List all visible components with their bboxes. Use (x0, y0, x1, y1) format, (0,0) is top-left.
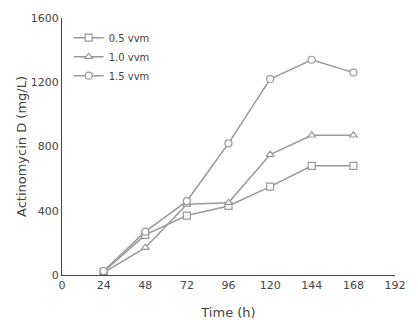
svg-text:1600: 1600 (31, 12, 59, 25)
svg-text:Time (h): Time (h) (200, 305, 255, 320)
svg-text:192: 192 (385, 279, 406, 292)
svg-text:48: 48 (138, 279, 152, 292)
svg-text:400: 400 (38, 205, 59, 218)
svg-text:96: 96 (222, 279, 236, 292)
svg-text:72: 72 (180, 279, 194, 292)
svg-text:24: 24 (97, 279, 111, 292)
svg-text:144: 144 (301, 279, 322, 292)
svg-text:168: 168 (343, 279, 364, 292)
svg-text:0: 0 (59, 279, 66, 292)
svg-text:120: 120 (260, 279, 281, 292)
svg-text:0.5 vvm: 0.5 vvm (109, 33, 150, 44)
svg-text:1200: 1200 (31, 76, 59, 89)
svg-text:Actinomycin D (mg/L): Actinomycin D (mg/L) (14, 76, 29, 217)
svg-text:800: 800 (38, 140, 59, 153)
svg-text:0: 0 (52, 269, 59, 282)
svg-text:1.0 vvm: 1.0 vvm (109, 52, 150, 63)
svg-text:1.5 vvm: 1.5 vvm (109, 71, 150, 82)
